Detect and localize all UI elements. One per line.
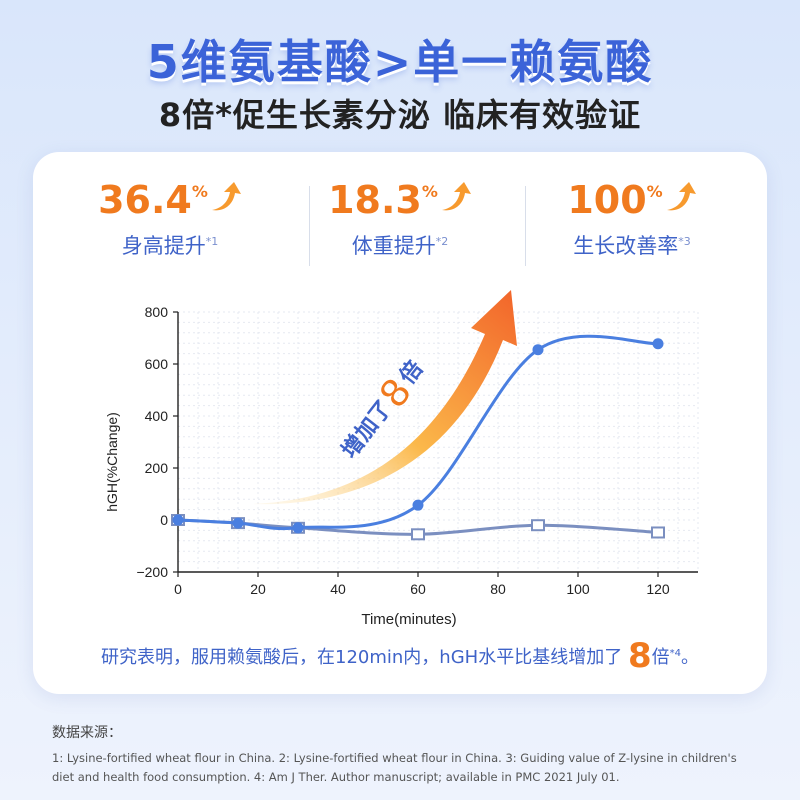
- y-tick-label: 600: [145, 356, 169, 372]
- x-tick-label: 20: [250, 581, 266, 597]
- conclusion-number: 8: [627, 636, 652, 676]
- x-tick-label: 0: [174, 581, 182, 597]
- info-card: 36.4% 身高提升*1 18.3% 体重提升*2 100% 生长改善率*3 0…: [33, 152, 767, 694]
- divider: [309, 186, 310, 266]
- x-tick-label: 40: [330, 581, 346, 597]
- stat-ref: *3: [678, 235, 691, 248]
- stat-unit: %: [421, 182, 438, 201]
- stat-value: 18.3: [328, 178, 422, 222]
- y-tick-label: 400: [145, 408, 169, 424]
- divider: [525, 186, 526, 266]
- conclusion-text: 研究表明，服用赖氨酸后，在120min内，hGH水平比基线增加了: [101, 647, 623, 668]
- stat-height: 36.4% 身高提升*1: [55, 178, 285, 260]
- data-point: [292, 522, 304, 534]
- y-tick-label: 200: [145, 460, 169, 476]
- conclusion: 研究表明，服用赖氨酸后，在120min内，hGH水平比基线增加了 8倍*4。: [33, 636, 767, 678]
- annotation-text: 增加了: [336, 395, 396, 462]
- data-point: [411, 528, 425, 541]
- conclusion-suffix: 倍: [651, 647, 670, 668]
- headline: 5维氨基酸>单一赖氨酸: [146, 35, 654, 89]
- stat-weight: 18.3% 体重提升*2: [285, 178, 515, 260]
- stat-unit: %: [646, 182, 663, 201]
- chart-area: 0 20 40 60 80 100 120 −200 0 200 400 600 800 增加了 8 倍…: [33, 282, 767, 642]
- data-point: [232, 517, 244, 529]
- up-arrow-icon: [666, 182, 696, 211]
- x-tick-label: 60: [410, 581, 426, 597]
- axes: 0 20 40 60 80 100 120 −200 0 200 400 600 800: [136, 304, 698, 597]
- y-tick-label: −200: [136, 564, 168, 580]
- data-point: [532, 344, 544, 356]
- x-tick-label: 80: [490, 581, 506, 597]
- stat-label-text: 体重提升: [351, 234, 436, 258]
- series: [171, 334, 665, 541]
- stat-label-text: 生长改善率: [573, 234, 679, 258]
- y-tick-label: 800: [145, 304, 169, 320]
- up-arrow-icon: [211, 182, 241, 211]
- stat-value: 100: [567, 178, 647, 222]
- stat-growth: 100% 生长改善率*3: [517, 178, 747, 260]
- conclusion-end: 。: [680, 647, 699, 668]
- up-arrow-icon: [441, 182, 471, 211]
- x-axis-label: Time(minutes): [361, 611, 456, 628]
- x-tick-label: 100: [566, 581, 590, 597]
- stat-label: 身高提升*1: [55, 230, 285, 260]
- data-point: [652, 338, 664, 350]
- stat-unit: %: [191, 182, 208, 201]
- data-point: [172, 514, 184, 526]
- stat-label: 体重提升*2: [285, 230, 515, 260]
- stat-label-text: 身高提升: [121, 234, 206, 258]
- x-tick-label: 120: [646, 581, 670, 597]
- subheadline: 8倍*促生长素分泌 临床有效验证: [158, 96, 642, 134]
- y-axis-label: hGH(%Change): [104, 412, 120, 512]
- sources-title: 数据来源：: [52, 725, 122, 741]
- data-point: [531, 519, 545, 532]
- data-point: [412, 499, 424, 511]
- stat-label: 生长改善率*3: [517, 230, 747, 260]
- data-point: [651, 526, 665, 539]
- sources-text: 1: Lysine-fortified wheat flour in China…: [52, 751, 737, 784]
- stat-ref: *2: [435, 235, 449, 248]
- stat-value: 36.4: [98, 178, 192, 222]
- increase-arrow-shape: [251, 290, 517, 505]
- conclusion-ref: *4: [669, 648, 681, 659]
- stat-ref: *1: [205, 235, 219, 248]
- y-tick-label: 0: [160, 512, 168, 528]
